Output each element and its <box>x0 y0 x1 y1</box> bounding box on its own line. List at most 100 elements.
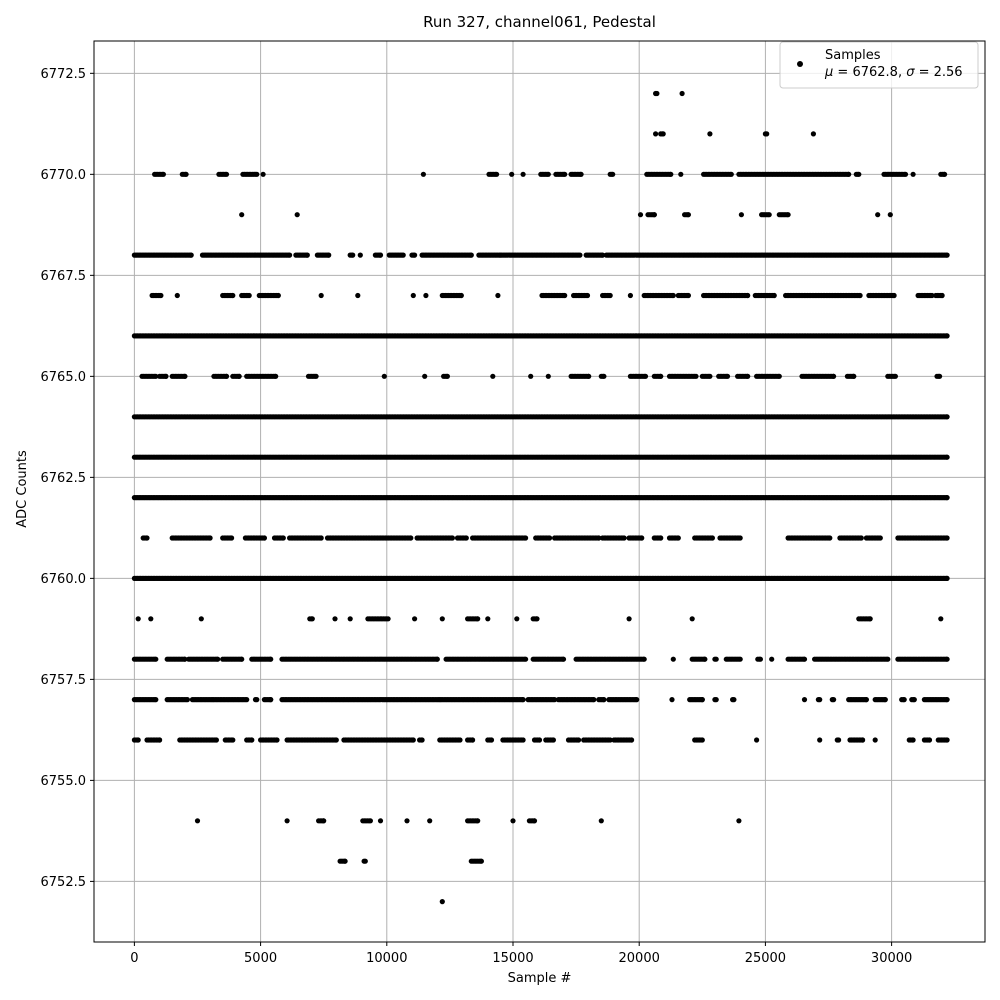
point-run <box>785 535 833 541</box>
point-run <box>465 616 481 622</box>
data-point <box>737 656 743 662</box>
data-point <box>885 656 891 662</box>
point-run <box>885 373 899 379</box>
data-point <box>188 252 194 258</box>
data-point <box>872 737 878 743</box>
point-run <box>568 373 592 379</box>
point-run <box>222 737 236 743</box>
data-point <box>144 535 150 541</box>
point-run <box>324 535 414 541</box>
point-run <box>410 292 416 299</box>
point-run <box>314 252 332 258</box>
data-point <box>745 373 751 379</box>
data-point <box>135 616 141 622</box>
data-point <box>709 535 716 541</box>
data-point <box>911 697 917 703</box>
point-run <box>412 616 418 622</box>
data-point <box>309 616 315 622</box>
point-run <box>921 737 933 743</box>
data-point <box>194 818 201 824</box>
data-point <box>670 656 676 662</box>
point-run <box>271 535 286 541</box>
point-run <box>909 697 917 703</box>
data-point <box>275 292 281 299</box>
data-point <box>318 535 324 541</box>
data-point <box>929 292 935 299</box>
point-run <box>470 535 529 541</box>
point-run <box>220 656 245 662</box>
data-point <box>534 616 540 622</box>
point-run <box>230 373 242 379</box>
data-point <box>731 697 737 703</box>
point-run <box>189 697 216 703</box>
data-point <box>831 373 837 379</box>
data-point <box>304 252 310 258</box>
point-run <box>361 858 368 864</box>
data-point <box>313 373 319 379</box>
point-run <box>149 292 164 299</box>
data-point <box>724 373 731 379</box>
point-run <box>437 737 463 743</box>
point-run <box>754 373 782 379</box>
data-point <box>475 616 481 622</box>
point-run <box>347 616 353 622</box>
data-point <box>669 697 675 703</box>
data-point <box>332 616 338 622</box>
data-point <box>207 535 213 541</box>
data-point <box>458 292 464 299</box>
point-run <box>846 697 870 703</box>
point-run <box>244 373 279 379</box>
data-point <box>223 373 230 379</box>
data-point <box>321 818 327 824</box>
data-point <box>562 292 568 299</box>
data-point <box>326 252 332 258</box>
data-point <box>268 656 274 662</box>
point-run <box>211 373 230 379</box>
point-run <box>499 252 583 258</box>
point-run <box>829 697 837 703</box>
point-run <box>427 818 433 824</box>
data-point <box>642 373 649 379</box>
point-run <box>381 373 387 379</box>
data-point <box>400 252 406 258</box>
data-point <box>892 373 899 379</box>
point-run <box>675 292 692 299</box>
point-run <box>169 535 213 541</box>
data-point <box>926 737 933 743</box>
point-run <box>817 737 823 743</box>
data-point <box>944 656 950 662</box>
point-run <box>465 818 481 824</box>
data-point <box>629 737 635 743</box>
point-run <box>526 818 538 824</box>
data-point <box>444 373 450 379</box>
point-run <box>531 737 543 743</box>
data-point <box>520 737 526 743</box>
data-point <box>213 737 219 743</box>
data-point <box>801 697 808 703</box>
data-point <box>627 292 634 299</box>
data-point <box>347 616 353 622</box>
data-point <box>229 535 235 541</box>
point-run <box>754 737 760 743</box>
data-point <box>523 656 529 662</box>
data-point <box>713 656 719 662</box>
point-run <box>131 414 950 420</box>
point-run <box>419 252 474 258</box>
point-run <box>915 292 935 299</box>
point-run <box>611 737 635 743</box>
point-run <box>140 535 150 541</box>
point-run <box>651 373 664 379</box>
data-point <box>427 818 433 824</box>
data-point <box>377 252 384 258</box>
data-point <box>163 373 169 379</box>
data-point <box>439 616 445 622</box>
point-run <box>596 697 607 703</box>
data-point <box>158 292 164 299</box>
data-point <box>601 697 607 703</box>
point-run <box>895 535 950 541</box>
point-run <box>198 616 204 622</box>
data-point <box>157 737 163 743</box>
point-run <box>799 373 837 379</box>
data-point <box>863 697 870 703</box>
data-point <box>550 737 557 743</box>
